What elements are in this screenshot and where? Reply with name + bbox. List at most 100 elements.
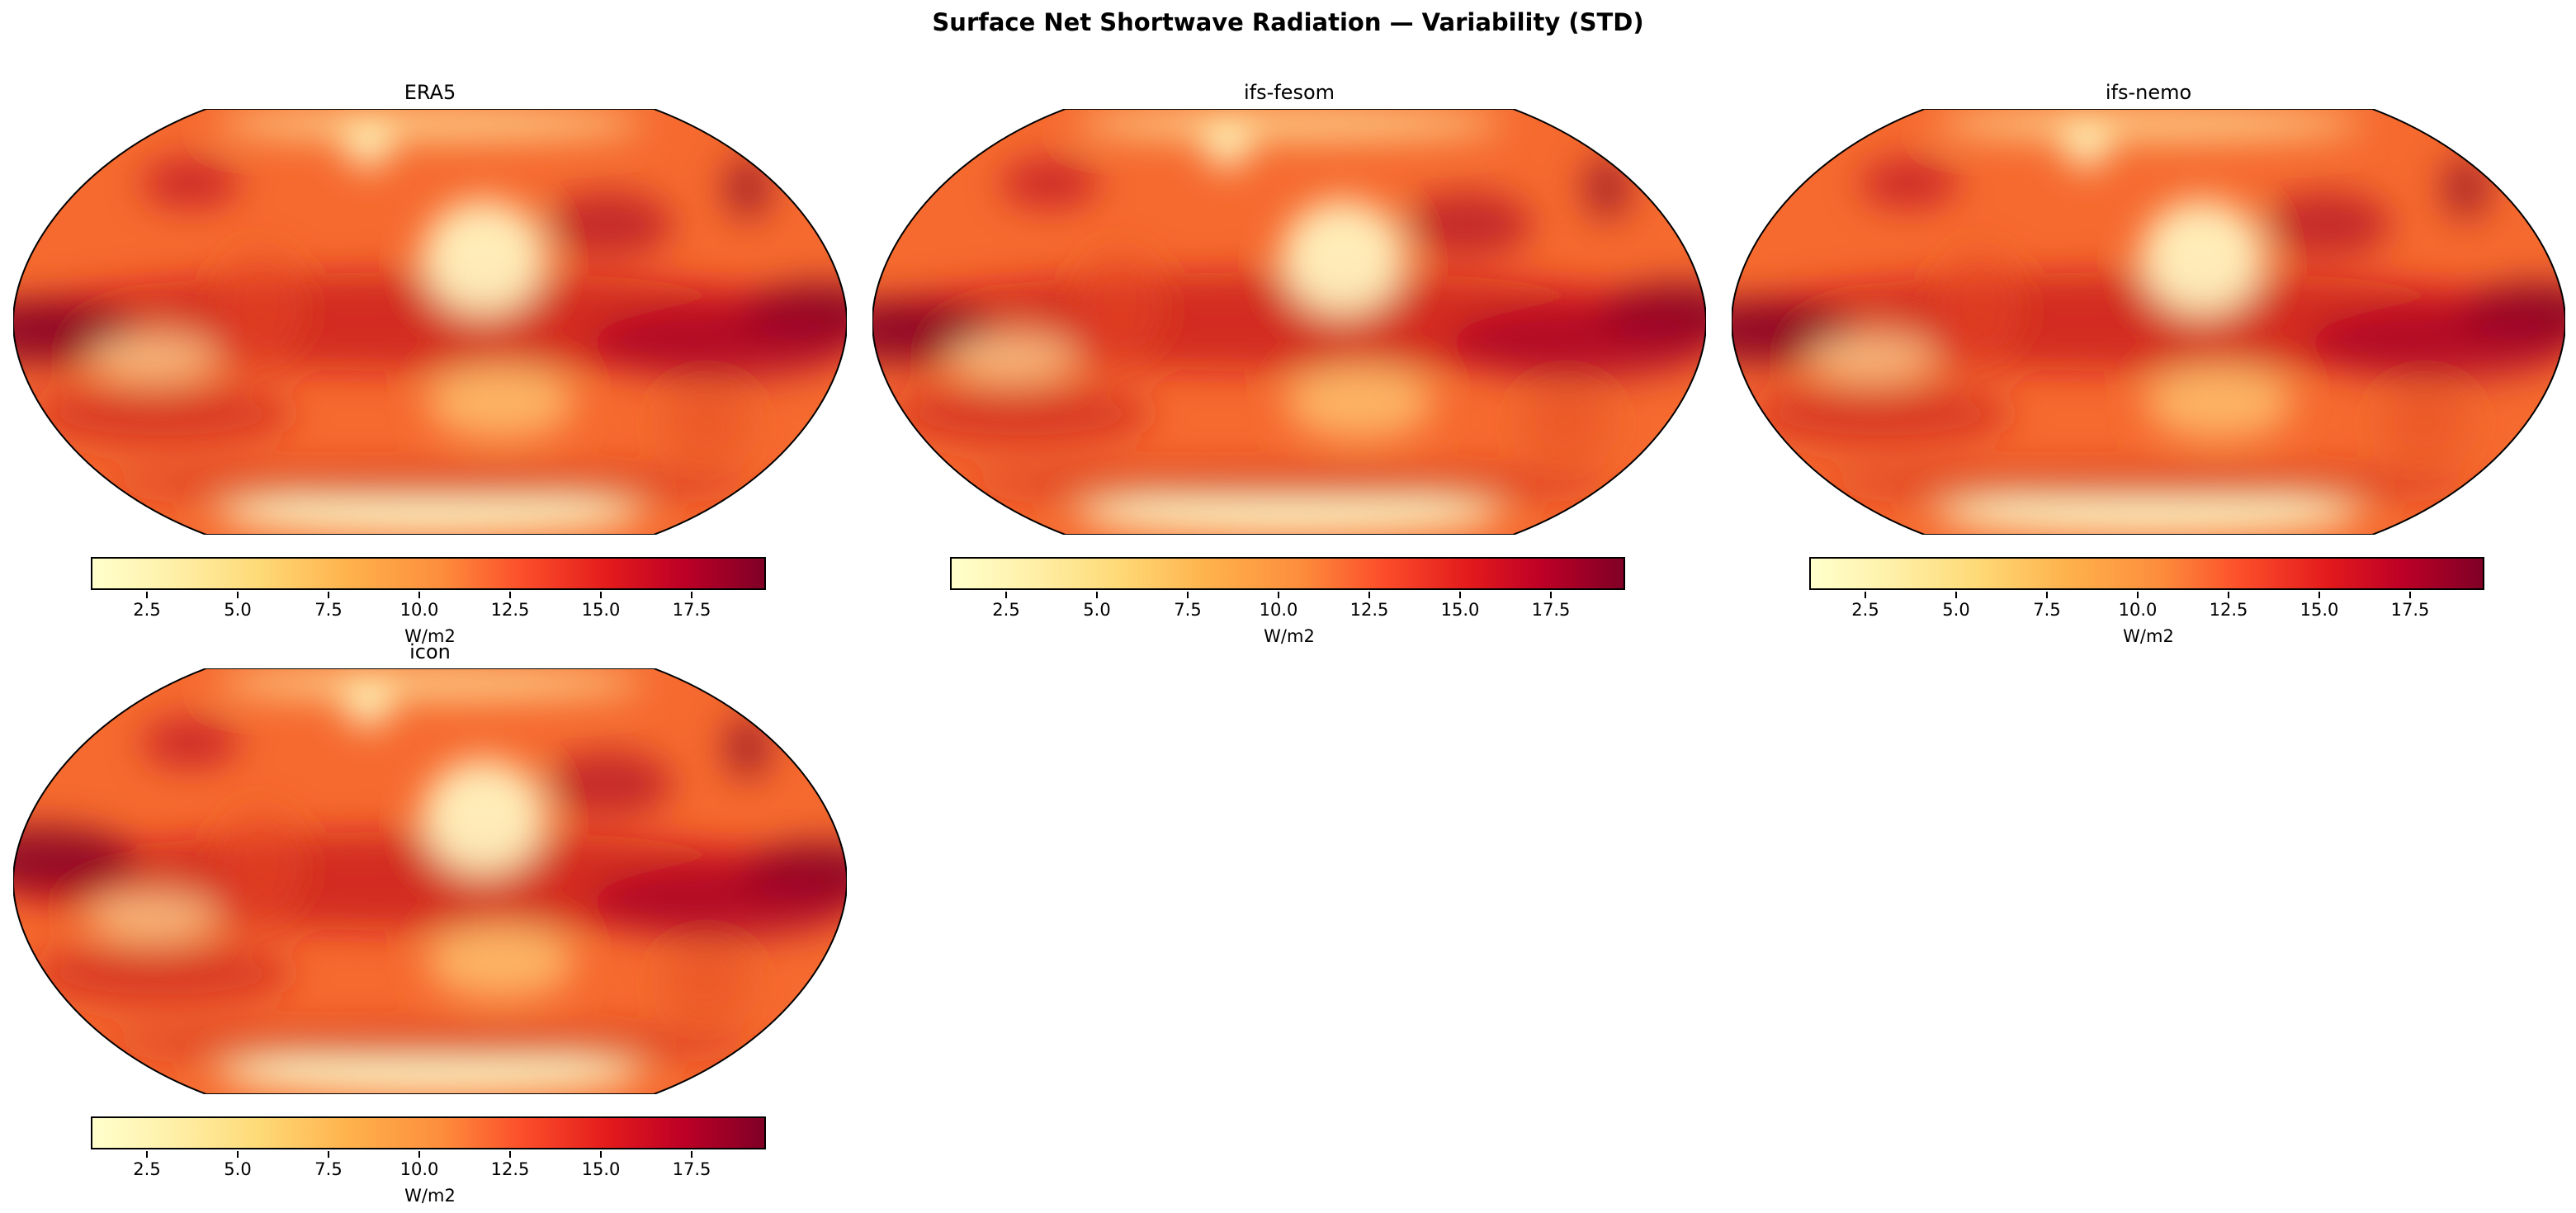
field-region	[1079, 249, 1161, 365]
field-region	[541, 751, 674, 817]
colorbar-tick	[509, 1151, 511, 1158]
field-region	[30, 941, 294, 1007]
colorbar-tick	[146, 592, 148, 598]
colorbar-tick	[691, 1151, 692, 1158]
field-region	[2144, 365, 2293, 439]
field-region	[661, 385, 752, 460]
colorbar-tick-label: 2.5	[1851, 600, 1879, 620]
colorbar-tick	[328, 592, 329, 598]
colorbar-label: W/m2	[2123, 626, 2174, 646]
colorbar-label: W/m2	[404, 626, 456, 646]
field-region	[426, 365, 574, 439]
field-region	[2260, 191, 2392, 257]
colorbar: 2.5 5.0 7.5 10.0 12.5 15.0 17.5 W/m2	[950, 557, 1625, 646]
colorbar-tick	[1865, 592, 1866, 598]
colorbar-tick	[1550, 592, 1552, 598]
field-region	[1285, 365, 1434, 439]
panel-title: ERA5	[404, 81, 456, 104]
field-region	[591, 307, 847, 381]
colorbar-tick-label: 17.5	[1531, 600, 1571, 620]
panel-title: icon	[409, 640, 451, 663]
colorbar-label: W/m2	[404, 1186, 456, 1206]
map-field	[1732, 109, 2565, 535]
field-region	[87, 891, 220, 941]
colorbar-tick-label: 12.5	[1349, 600, 1389, 620]
field-region	[220, 249, 302, 365]
colorbar-tick	[691, 592, 692, 598]
field-region	[2380, 385, 2470, 460]
field-region	[591, 866, 847, 941]
panel-title: ifs-nemo	[2105, 81, 2192, 104]
colorbar-tick-label: 17.5	[672, 1159, 711, 1179]
colorbar-tick-label: 7.5	[2033, 600, 2061, 620]
colorbar-tick	[418, 1151, 420, 1158]
colorbar-tick	[2409, 592, 2411, 598]
colorbar-tick	[1459, 592, 1461, 598]
field-region	[661, 945, 752, 1019]
field-region	[1450, 307, 1706, 381]
colorbar: 2.5 5.0 7.5 10.0 12.5 15.0 17.5 W/m2	[91, 557, 766, 646]
colorbar-tick-label: 10.0	[399, 1159, 439, 1179]
colorbar-tick-label: 15.0	[2299, 600, 2339, 620]
field-region	[889, 381, 1153, 447]
colorbar-tick	[1368, 592, 1370, 598]
colorbar-tick-label: 10.0	[1259, 600, 1298, 620]
field-region	[1582, 154, 1632, 220]
field-region	[1732, 299, 1855, 365]
field-region	[1938, 249, 2021, 365]
field-region	[215, 493, 645, 534]
field-region	[723, 154, 773, 220]
colorbar-tick	[2137, 592, 2139, 598]
panel-title: ifs-fesom	[1243, 81, 1335, 104]
colorbar-tick	[328, 1151, 329, 1158]
map-boundary	[13, 109, 847, 535]
field-region	[1818, 470, 2479, 499]
field-region	[1401, 191, 1533, 257]
colorbar-tick-label: 5.0	[224, 600, 252, 620]
colorbar-tick	[600, 1151, 602, 1158]
colorbar-tick-label: 10.0	[2118, 600, 2158, 620]
colorbar: 2.5 5.0 7.5 10.0 12.5 15.0 17.5 W/m2	[1809, 557, 2484, 646]
field-region	[1934, 493, 2363, 534]
field-region	[2140, 200, 2264, 315]
colorbar-tick	[509, 592, 511, 598]
field-region	[422, 759, 546, 875]
colorbar-tick	[1955, 592, 1957, 598]
field-region	[215, 109, 645, 140]
field-region	[422, 200, 546, 315]
field-region	[215, 1052, 645, 1093]
colorbar-tick-label: 5.0	[1083, 600, 1111, 620]
field-region	[1075, 493, 1504, 534]
field-region	[426, 924, 574, 998]
field-region	[1000, 158, 1099, 208]
field-region	[1860, 158, 1959, 208]
field-region	[141, 718, 240, 767]
field-region	[100, 1029, 760, 1059]
colorbar-tick-label: 10.0	[399, 600, 439, 620]
field-region	[872, 299, 996, 365]
colorbar-tick-label: 7.5	[1174, 600, 1202, 620]
field-region	[2309, 307, 2565, 381]
colorbar-tick	[237, 592, 239, 598]
colorbar-tick-label: 5.0	[1942, 600, 1970, 620]
colorbar-tick-label: 17.5	[672, 600, 711, 620]
field-region	[13, 825, 137, 891]
field-region	[13, 299, 137, 365]
field-region	[1748, 381, 2012, 447]
colorbar-tick	[1096, 592, 1098, 598]
field-region	[947, 332, 1079, 381]
field-region	[959, 470, 1619, 499]
field-region	[2441, 154, 2491, 220]
map-boundary	[13, 668, 847, 1094]
map-boundary	[872, 109, 1706, 535]
colorbar-label: W/m2	[1264, 626, 1315, 646]
colorbar-tick-label: 2.5	[133, 600, 161, 620]
colorbar-tick-label: 17.5	[2390, 600, 2430, 620]
colorbar-tick	[237, 1151, 239, 1158]
field-region	[30, 381, 294, 447]
colorbar: 2.5 5.0 7.5 10.0 12.5 15.0 17.5 W/m2	[91, 1116, 766, 1206]
map-boundary	[1732, 109, 2565, 535]
colorbar-tick-label: 15.0	[581, 600, 621, 620]
field-region	[1075, 109, 1504, 140]
colorbar-tick	[2228, 592, 2229, 598]
